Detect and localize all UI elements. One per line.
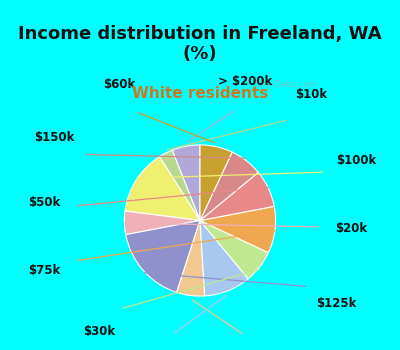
Text: > $200k: > $200k: [218, 75, 272, 88]
Text: $150k: $150k: [34, 131, 74, 144]
Text: $10k: $10k: [295, 88, 327, 101]
Wedge shape: [200, 172, 274, 220]
Wedge shape: [124, 211, 200, 234]
Text: $100k: $100k: [336, 154, 376, 167]
Text: $125k: $125k: [316, 297, 356, 310]
Wedge shape: [172, 145, 200, 220]
Text: $30k: $30k: [83, 325, 115, 338]
Wedge shape: [200, 206, 276, 253]
Wedge shape: [200, 220, 248, 296]
Wedge shape: [160, 150, 200, 220]
Wedge shape: [126, 220, 200, 292]
Wedge shape: [200, 152, 258, 220]
Wedge shape: [125, 157, 200, 220]
Wedge shape: [200, 220, 268, 279]
Text: City-Data.com: City-Data.com: [253, 80, 318, 89]
Text: White residents: White residents: [132, 86, 268, 101]
Wedge shape: [177, 220, 205, 296]
Text: $60k: $60k: [103, 78, 136, 91]
Text: $50k: $50k: [28, 196, 60, 209]
Text: Income distribution in Freeland, WA
(%): Income distribution in Freeland, WA (%): [18, 25, 382, 63]
Text: $20k: $20k: [335, 222, 367, 235]
Wedge shape: [200, 145, 232, 220]
Text: $75k: $75k: [28, 264, 60, 278]
